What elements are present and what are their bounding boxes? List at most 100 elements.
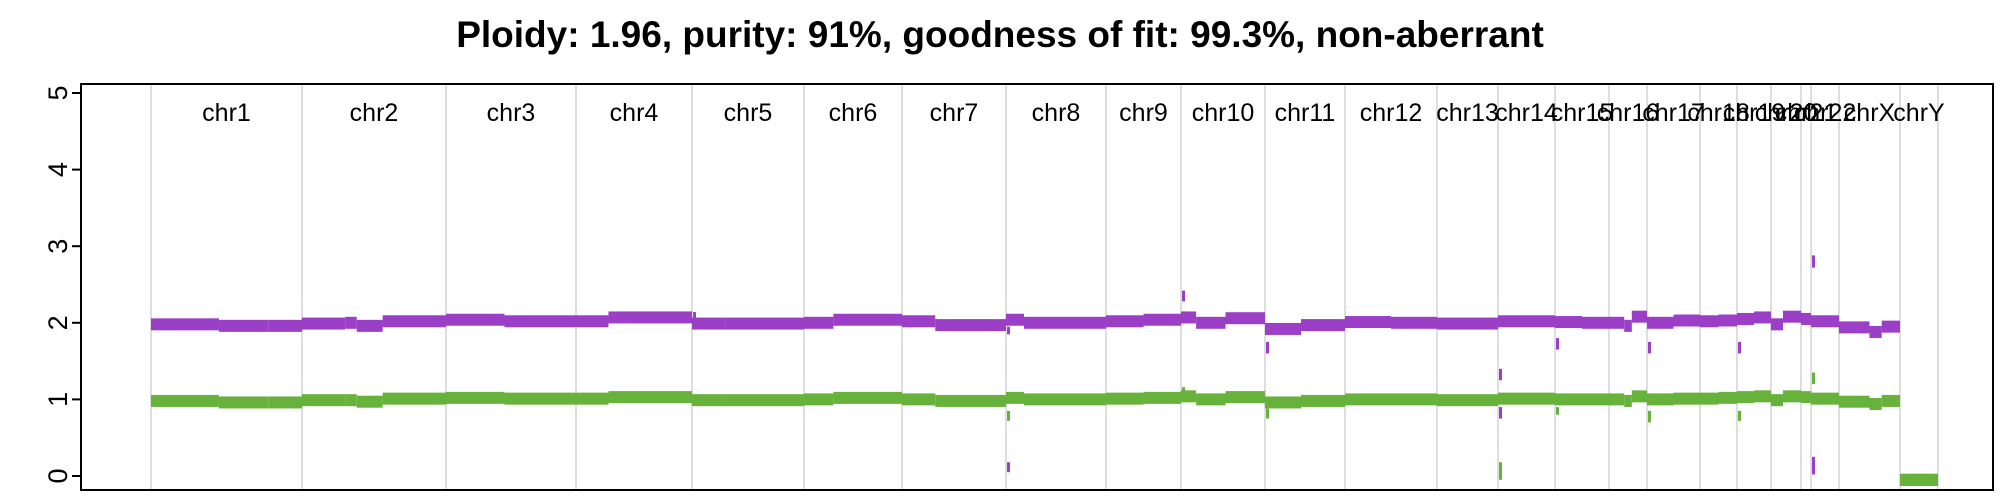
segment-minor-chr1 xyxy=(268,396,302,409)
segment-minor-chr19 xyxy=(1754,390,1771,403)
chromosome-label-chr19: chr19 xyxy=(1723,99,1786,127)
segment-minor-chr2 xyxy=(382,392,446,405)
chromosome-labels: chr1 chr2 chr3 chr4 chr5 chr6 chr7 chr8 chr9 chr1… xyxy=(202,99,1945,127)
segment-minor-chr20 xyxy=(1783,390,1801,403)
outlier-minor-chr14 xyxy=(1499,462,1502,480)
segment-minor-chr13 xyxy=(1437,394,1498,407)
segment-minor-chr8 xyxy=(1024,393,1106,406)
segment-minor-chr10 xyxy=(1225,391,1265,404)
segment-total-chr22 xyxy=(1811,315,1839,328)
segment-minor-chr21 xyxy=(1801,391,1811,404)
segment-minor-chr6 xyxy=(804,393,834,406)
segment-total-chr9 xyxy=(1143,313,1181,326)
chromosome-label-chrX: chrX xyxy=(1844,99,1896,127)
outlier-minor-chr17 xyxy=(1648,410,1651,423)
segment-total-chr7 xyxy=(935,319,1006,332)
outlier-total-chr15 xyxy=(1556,338,1559,350)
segment-total-chrX xyxy=(1881,320,1900,333)
segment-minor-chr8 xyxy=(1006,391,1024,404)
segment-total-chr17 xyxy=(1673,314,1700,327)
segment-minor-chr16 xyxy=(1624,394,1632,407)
segment-total-chr2 xyxy=(356,319,383,332)
chromosome-label-chr14: chr14 xyxy=(1495,99,1558,127)
y-tick-label: 3 xyxy=(43,239,73,254)
segment-minor-chr15 xyxy=(1582,393,1609,406)
segment-minor-chrX xyxy=(1839,395,1870,408)
segment-total-chr10 xyxy=(1181,311,1197,324)
chromosome-label-chr5: chr5 xyxy=(724,99,773,127)
segment-total-chr21 xyxy=(1801,312,1811,325)
segment-minor-chr20 xyxy=(1771,394,1783,407)
outlier-minor-chr8 xyxy=(1007,410,1010,421)
outlier-total-chr17 xyxy=(1648,341,1651,354)
segment-total-chr19 xyxy=(1754,311,1771,324)
outlier-minor-chr15 xyxy=(1556,407,1559,415)
segment-minor-chrX xyxy=(1881,394,1900,407)
segment-total-chr11 xyxy=(1265,322,1301,335)
segment-total-chr2 xyxy=(302,317,346,330)
segment-minor-chr4 xyxy=(608,391,692,404)
segment-total-chr1 xyxy=(218,319,269,332)
chromosome-label-chr20: chr20 xyxy=(1755,99,1818,127)
y-tick-label: 1 xyxy=(43,392,73,407)
outlier-total-chr22 xyxy=(1812,255,1815,268)
series-layer xyxy=(151,255,1938,486)
outlier-total-chr5 xyxy=(693,312,696,319)
segment-minor-chr4 xyxy=(576,392,609,405)
segment-total-chr5 xyxy=(692,317,726,330)
segment-minor-chr2 xyxy=(356,395,383,408)
segment-total-chr17 xyxy=(1647,316,1674,329)
segment-minor-chr11 xyxy=(1301,394,1345,407)
segment-minor-chr14 xyxy=(1498,392,1555,405)
chromosome-label-chr9: chr9 xyxy=(1119,99,1168,127)
segment-total-chr1 xyxy=(268,319,302,332)
chromosome-label-chr12: chr12 xyxy=(1360,99,1423,127)
segment-minor-chr11 xyxy=(1265,396,1301,409)
segment-minor-chr2 xyxy=(302,394,346,407)
chromosome-label-chr4: chr4 xyxy=(610,99,659,127)
segment-minor-chr5 xyxy=(692,394,726,407)
segment-minor-chr18 xyxy=(1700,392,1719,405)
segment-total-chr12 xyxy=(1391,316,1437,329)
outlier-total-chr8 xyxy=(1007,326,1010,335)
chromosome-label-chr17: chr17 xyxy=(1642,99,1705,127)
segment-total-chr18 xyxy=(1718,314,1737,327)
segment-total-chr18 xyxy=(1700,315,1719,328)
segment-total-chr2 xyxy=(382,315,446,328)
segment-total-chr1 xyxy=(151,318,219,331)
segment-total-chr10 xyxy=(1225,312,1265,325)
segment-total-chr5 xyxy=(725,317,804,330)
outlier-total-chr10 xyxy=(1182,290,1185,302)
segment-total-chr16 xyxy=(1609,316,1625,329)
segment-minor-chr16 xyxy=(1631,390,1647,403)
segment-total-chr15 xyxy=(1555,316,1582,329)
chromosome-label-chr11: chr11 xyxy=(1275,99,1336,127)
segment-total-chr2 xyxy=(345,316,357,329)
segment-minor-chr5 xyxy=(725,394,804,407)
segment-total-chr7 xyxy=(902,315,936,328)
segment-total-chr3 xyxy=(446,313,505,326)
segment-minor-chrX xyxy=(1869,397,1882,410)
plot-frame xyxy=(80,83,1994,491)
y-tick-label: 4 xyxy=(43,162,73,177)
segment-minor-chr12 xyxy=(1391,393,1437,406)
chromosome-label-chr15: chr15 xyxy=(1551,99,1614,127)
segment-minor-chr7 xyxy=(902,393,936,406)
segment-minor-chr15 xyxy=(1555,393,1582,406)
outlier-minor-chr19 xyxy=(1738,410,1741,421)
segment-total-chr13 xyxy=(1437,317,1498,330)
chromosome-label-chr10: chr10 xyxy=(1192,99,1255,127)
chromosome-label-chr7: chr7 xyxy=(930,99,979,127)
outlier-total-chr8 xyxy=(1007,462,1010,473)
segment-total-chr20 xyxy=(1783,310,1801,323)
outlier-minor-chr11 xyxy=(1266,408,1269,419)
segment-minor-chr2 xyxy=(345,394,357,407)
segment-minor-chr16 xyxy=(1609,393,1625,406)
chromosome-label-chr8: chr8 xyxy=(1032,99,1081,127)
segment-total-chr15 xyxy=(1582,316,1609,329)
y-axis: 0 1 2 3 4 5 xyxy=(43,85,82,484)
segment-total-chr16 xyxy=(1624,319,1632,332)
segment-total-chr6 xyxy=(833,313,902,326)
segment-total-chr8 xyxy=(1006,313,1024,326)
